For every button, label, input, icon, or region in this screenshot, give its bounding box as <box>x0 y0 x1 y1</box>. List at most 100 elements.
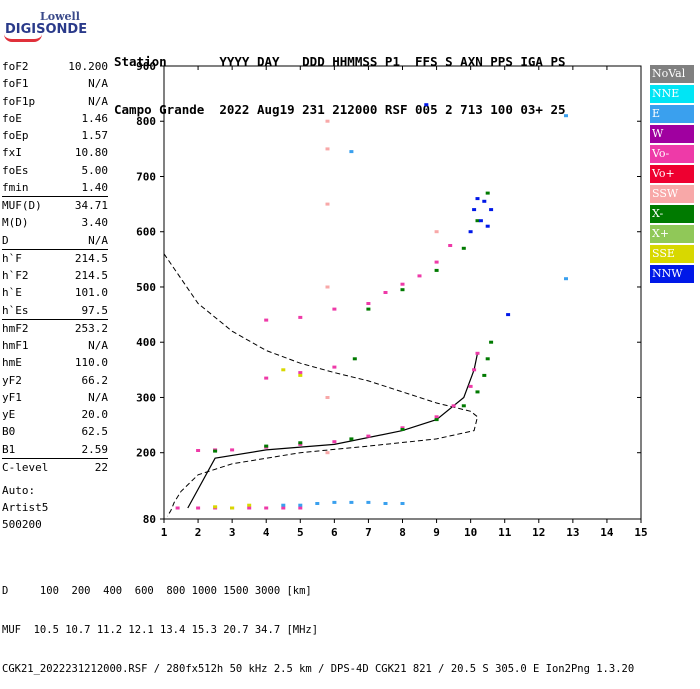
param-row: h`E 101.0 <box>2 284 108 301</box>
echo-point <box>332 440 337 444</box>
x-tick-label: 5 <box>297 526 304 539</box>
echo-point <box>424 103 429 107</box>
param-row: foF1 N/A <box>2 75 108 92</box>
x-tick-label: 4 <box>263 526 270 539</box>
echo-point <box>468 230 473 234</box>
echo-point <box>325 147 330 151</box>
echo-point <box>332 307 337 311</box>
echo-point <box>485 191 490 195</box>
echo-point <box>315 502 320 505</box>
param-row: h`Es 97.5 <box>2 302 108 319</box>
param-value: N/A <box>88 233 108 247</box>
param-name: hmE <box>2 356 22 370</box>
echo-point <box>485 357 490 361</box>
echo-point <box>475 197 480 201</box>
echo-point <box>230 506 235 510</box>
param-name: M(D) <box>2 216 29 230</box>
param-name: foEs <box>2 163 29 177</box>
echo-point <box>489 340 494 344</box>
x-tick-label: 7 <box>365 526 372 539</box>
y-tick-label: 200 <box>136 447 156 460</box>
echo-point <box>247 503 252 507</box>
auto-program: Artist5 <box>2 501 49 514</box>
echo-point <box>349 500 354 504</box>
param-value: 20.0 <box>81 408 109 421</box>
param-name: foF2 <box>2 60 29 73</box>
footer-distance-row: D 100 200 400 600 800 1000 1500 3000 [km… <box>2 585 312 597</box>
echo-point <box>564 277 568 281</box>
param-value: 253.2 <box>74 321 108 335</box>
echo-point <box>298 441 303 445</box>
echo-point <box>475 219 480 223</box>
x-tick-label: 14 <box>600 526 614 539</box>
header-block: Station YYYY DAY DDD HHMMSS P1 FFS S AXN… <box>114 22 566 134</box>
param-value: 5.00 <box>81 163 109 177</box>
param-row: foF2 10.200 <box>2 58 108 75</box>
param-value: 10.80 <box>74 146 108 160</box>
x-tick-label: 3 <box>229 526 236 539</box>
echo-point <box>264 318 269 322</box>
legend-item: X- <box>650 205 694 223</box>
legend-item: E <box>650 105 694 123</box>
legend-item: SSE <box>650 245 694 263</box>
echo-point <box>451 404 456 408</box>
param-value: 3.40 <box>81 216 109 230</box>
param-row: hmF1 N/A <box>2 337 108 354</box>
echo-point <box>448 244 453 247</box>
legend-item: NoVal <box>650 65 694 83</box>
legend-item: NNW <box>650 265 694 283</box>
echo-point <box>264 376 269 380</box>
y-tick-label: 500 <box>136 281 156 294</box>
param-row: B0 62.5 <box>2 423 108 440</box>
x-tick-label: 6 <box>331 526 338 539</box>
param-value: 97.5 <box>81 303 109 317</box>
echo-point <box>298 442 303 446</box>
param-value: 1.57 <box>81 129 109 142</box>
auto-label: Auto: <box>2 484 36 497</box>
param-row: hmF2 253.2 <box>2 318 108 337</box>
echo-point <box>349 437 354 441</box>
legend-item: W <box>650 125 694 143</box>
echo-point <box>564 114 568 118</box>
profile-curve <box>163 253 479 517</box>
footer-muf-row: MUF 10.5 10.7 11.2 12.1 13.4 15.3 20.7 3… <box>2 624 319 636</box>
param-value: N/A <box>88 390 108 404</box>
param-name: B1 <box>2 442 16 456</box>
digisonde-logo: Lowell DIGISONDE <box>2 10 88 44</box>
param-name: fxI <box>2 146 22 160</box>
param-value: 62.5 <box>81 425 109 439</box>
echo-point <box>434 268 439 272</box>
echo-point <box>506 313 511 317</box>
param-name: foEp <box>2 129 29 142</box>
param-name: h`E <box>2 286 22 300</box>
echo-point <box>325 119 330 123</box>
polarization-legend: NoVal NNE E W Vo- Vo+ SSW X- X+ SSE NNW <box>650 65 694 285</box>
echo-point <box>383 291 388 294</box>
echo-point <box>482 373 487 377</box>
echo-point <box>332 365 337 369</box>
echo-point <box>468 384 473 388</box>
param-name: fmin <box>2 180 29 194</box>
echo-point <box>366 500 371 504</box>
echo-point <box>298 503 303 507</box>
echo-point <box>366 307 371 311</box>
param-value: 66.2 <box>81 373 109 387</box>
param-name: B0 <box>2 425 16 439</box>
echo-point <box>400 288 405 292</box>
x-tick-label: 2 <box>195 526 202 539</box>
param-row: foEp 1.57 <box>2 127 108 144</box>
param-row: foEs 5.00 <box>2 162 108 179</box>
footer-block: D 100 200 400 600 800 1000 1500 3000 [km… <box>2 559 634 689</box>
auto-version: 500200 <box>2 518 42 531</box>
param-value: 110.0 <box>74 356 108 370</box>
echo-point <box>400 502 405 505</box>
param-row: fmin 1.40 <box>2 179 108 196</box>
legend-item: SSW <box>650 185 694 203</box>
x-tick-label: 15 <box>634 526 647 539</box>
o-trace-curve <box>187 353 479 509</box>
logo-line1: Lowell <box>40 10 80 23</box>
echo-point <box>489 208 494 212</box>
echo-point <box>281 506 286 510</box>
echo-point <box>332 500 337 504</box>
param-row: h`F 214.5 <box>2 248 108 267</box>
